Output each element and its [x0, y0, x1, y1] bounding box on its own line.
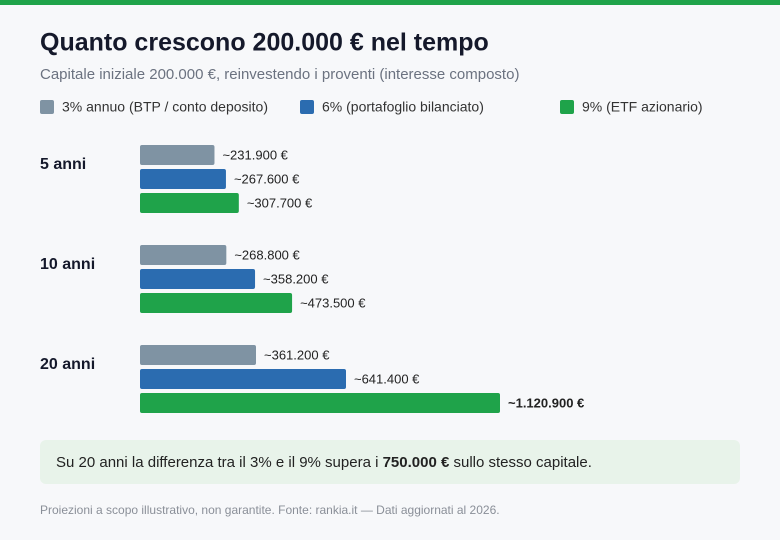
top-bar	[0, 0, 780, 5]
bar	[140, 193, 239, 213]
bar	[140, 293, 293, 313]
value-label: ~361.200 €	[264, 347, 330, 362]
value-label: ~231.900 €	[222, 147, 288, 162]
legend-label: 9% (ETF azionario)	[582, 99, 703, 115]
value-label: ~268.800 €	[234, 247, 300, 262]
bar	[140, 345, 257, 365]
category-label: 10 anni	[40, 256, 95, 273]
legend-swatch	[300, 100, 314, 114]
legend-swatch	[40, 100, 54, 114]
footer: Proiezioni a scopo illustrativo, non gar…	[40, 503, 500, 517]
bar	[140, 169, 226, 189]
value-label: ~473.500 €	[300, 295, 366, 310]
bar	[140, 245, 227, 265]
legend-swatch	[560, 100, 574, 114]
bar	[140, 393, 500, 413]
bar	[140, 145, 215, 165]
note-text: sullo stesso capitale.	[449, 454, 592, 471]
note-text: Su 20 anni la differenza tra il 3% e il …	[56, 454, 383, 471]
note-bold: 750.000 €	[383, 454, 450, 471]
chart-title: Quanto crescono 200.000 € nel tempo	[40, 29, 489, 57]
bar	[140, 369, 346, 389]
value-label: ~641.400 €	[354, 371, 420, 386]
note: Su 20 anni la differenza tra il 3% e il …	[56, 454, 592, 471]
category-label: 5 anni	[40, 156, 86, 173]
bar	[140, 269, 256, 289]
note-box	[40, 440, 740, 484]
category-label: 20 anni	[40, 356, 95, 373]
value-label: ~1.120.900 €	[508, 395, 584, 410]
chart-subtitle: Capitale iniziale 200.000 €, reinvestend…	[40, 66, 519, 83]
value-label: ~267.600 €	[234, 171, 300, 186]
legend-label: 3% annuo (BTP / conto deposito)	[62, 99, 268, 115]
value-label: ~307.700 €	[247, 195, 313, 210]
legend-label: 6% (portafoglio bilanciato)	[322, 99, 484, 115]
value-label: ~358.200 €	[263, 271, 329, 286]
